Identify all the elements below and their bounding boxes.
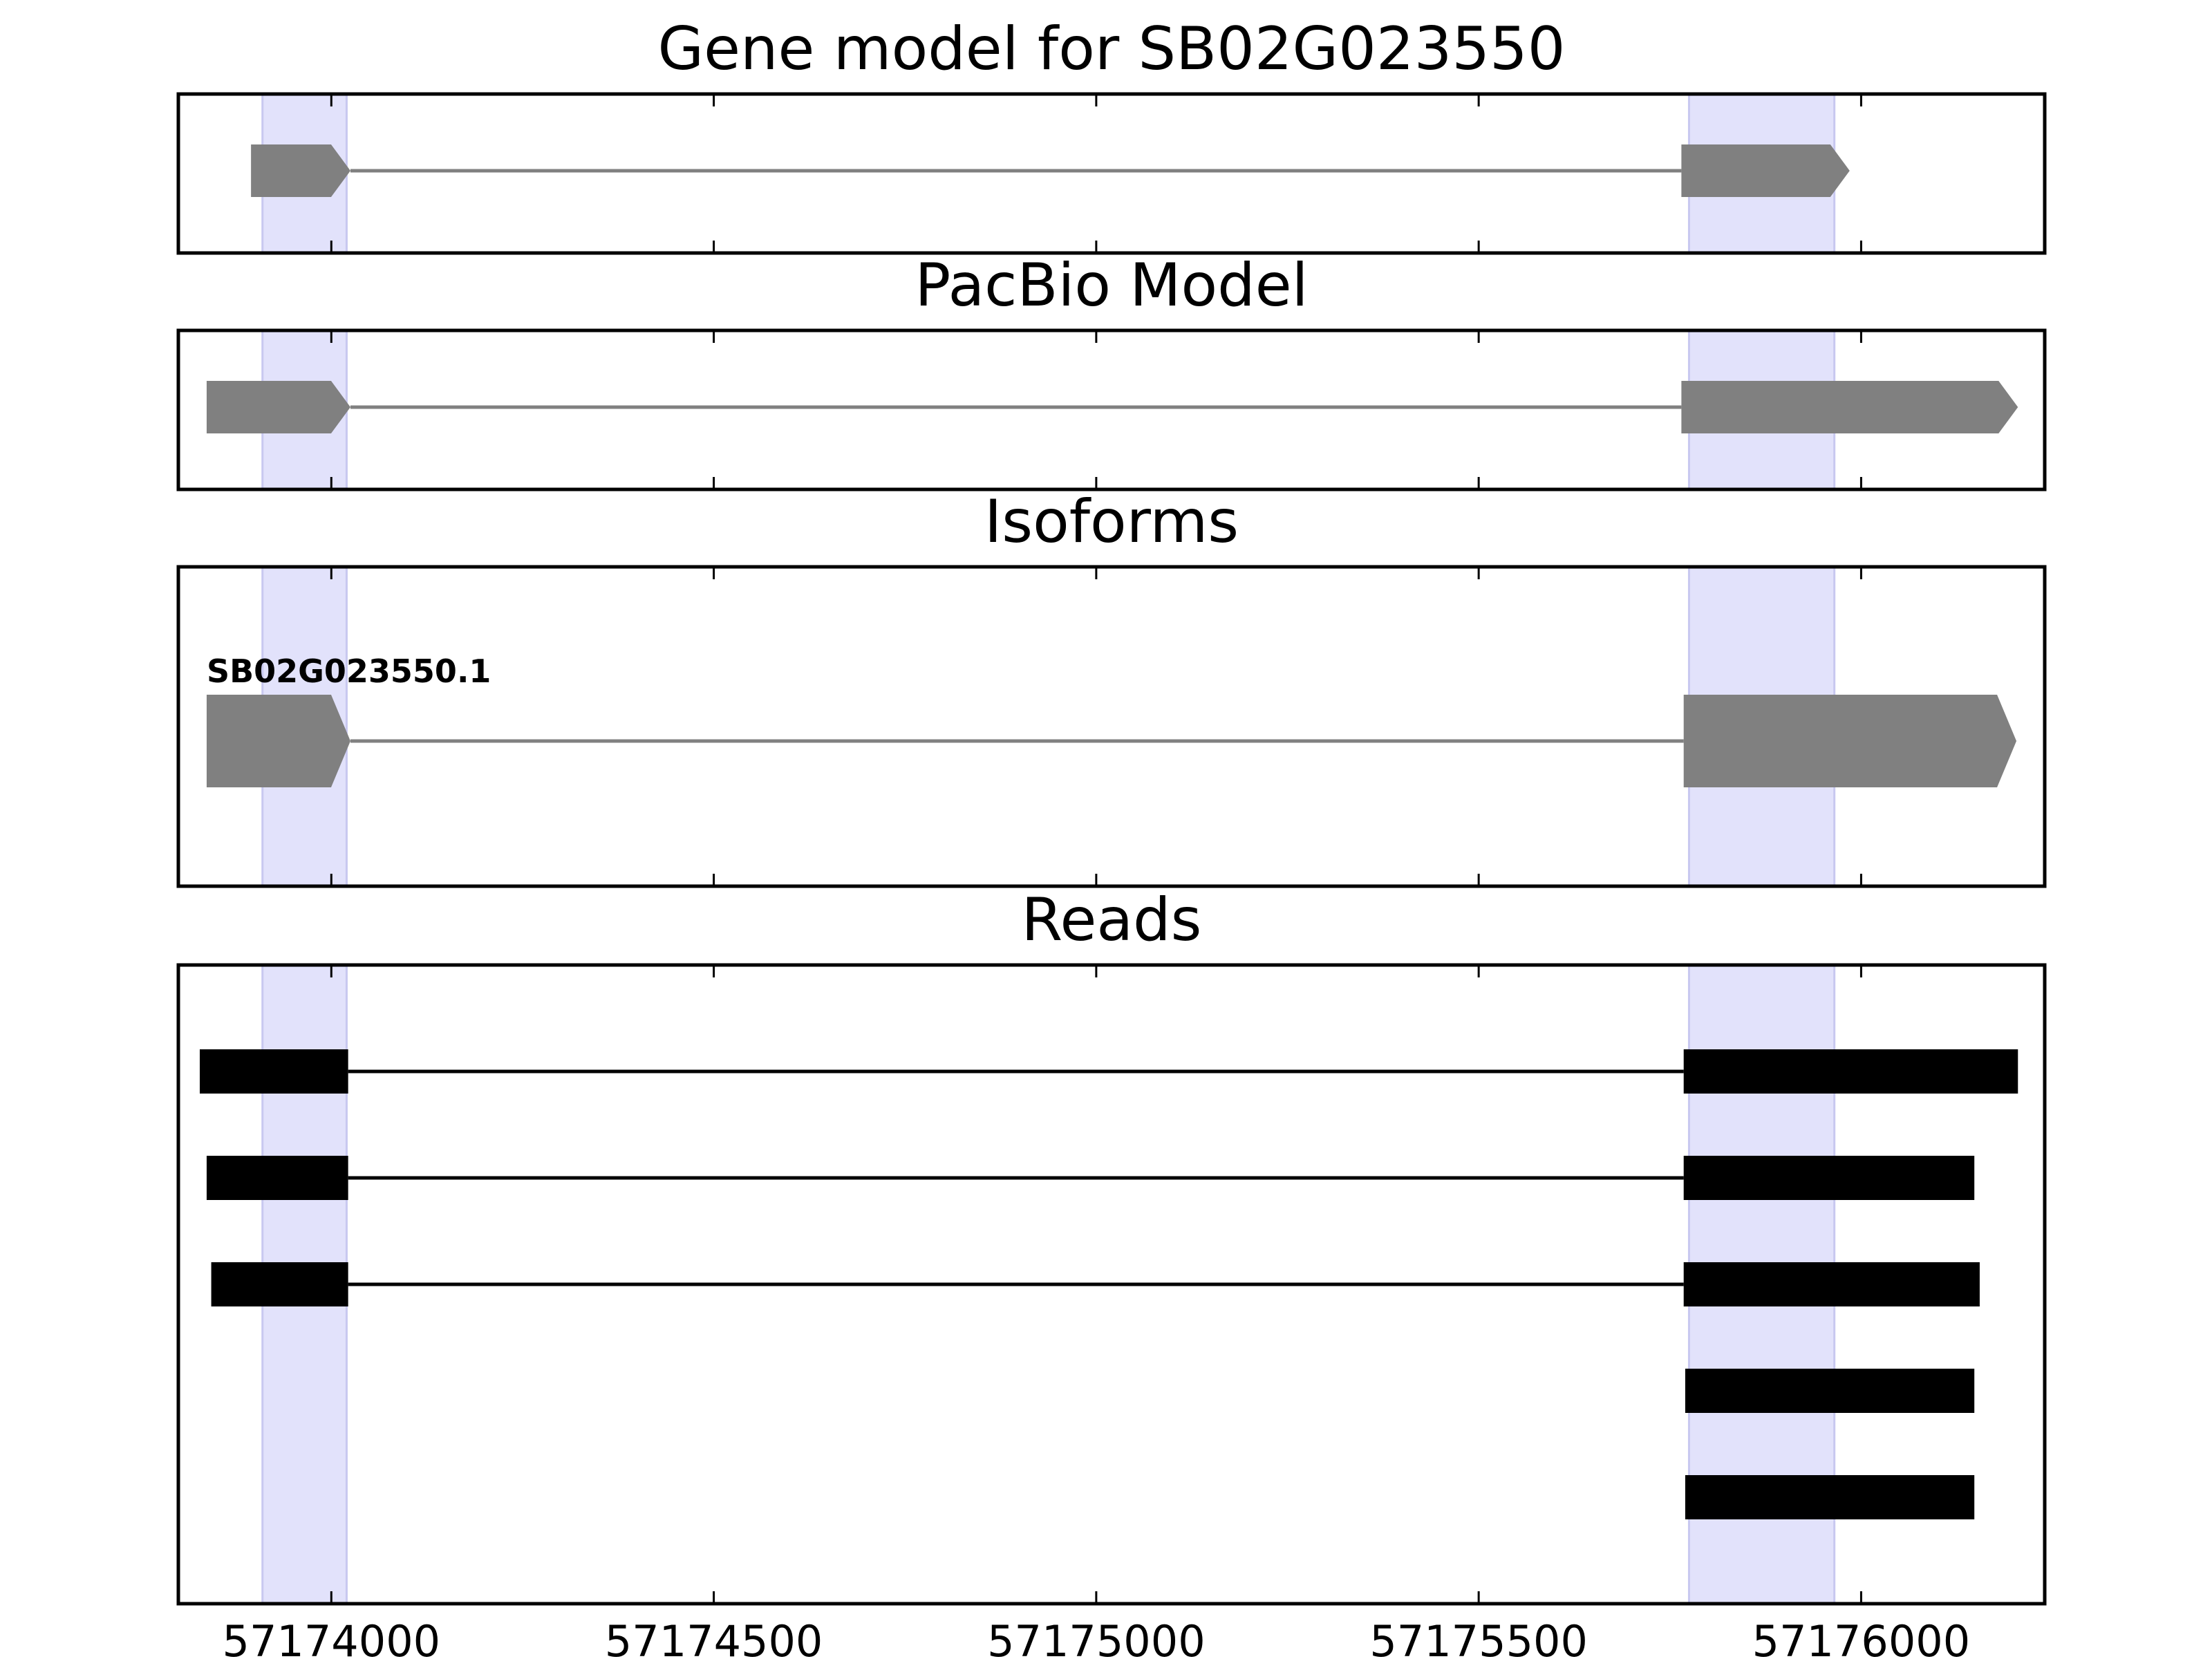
axes-frame: [176, 963, 2047, 1606]
exon: [1681, 144, 1850, 197]
axes-frame: [176, 565, 2047, 888]
panel-0: Gene model for SB02G023550: [176, 15, 2047, 255]
read-block: [1683, 1262, 1980, 1306]
x-tick-label: 57175500: [1369, 1616, 1588, 1659]
read-block: [1685, 1475, 1975, 1519]
panel-title: Gene model for SB02G023550: [658, 15, 1566, 84]
x-tick-label: 57174000: [223, 1616, 441, 1659]
panel-title: Isoforms: [984, 487, 1239, 556]
read-block: [211, 1262, 348, 1306]
panel-2: SB02G023550.1 Isoforms: [176, 487, 2047, 888]
exon: [206, 381, 350, 433]
read-block: [1683, 1156, 1975, 1200]
exon: [206, 695, 350, 787]
x-tick-label: 57175000: [987, 1616, 1206, 1659]
axes-frame: [176, 328, 2047, 491]
exon: [1681, 381, 2018, 433]
read-block: [1683, 1049, 2018, 1094]
read-block: [1685, 1369, 1975, 1413]
isoform-label: SB02G023550.1: [207, 653, 491, 690]
read-block: [199, 1049, 348, 1094]
exon: [251, 144, 350, 197]
x-tick-label: 57174500: [605, 1616, 823, 1659]
panel-title: PacBio Model: [915, 251, 1308, 320]
exon: [1683, 695, 2017, 787]
x-tick-label: 57176000: [1752, 1616, 1971, 1659]
read-block: [206, 1156, 348, 1200]
panel-title: Reads: [1022, 885, 1202, 955]
axes-frame: [176, 92, 2047, 255]
panel-1: PacBio Model: [176, 251, 2047, 491]
panel-3: 57174000 57174500 57175000 57175500 57176000…: [176, 885, 2047, 1659]
